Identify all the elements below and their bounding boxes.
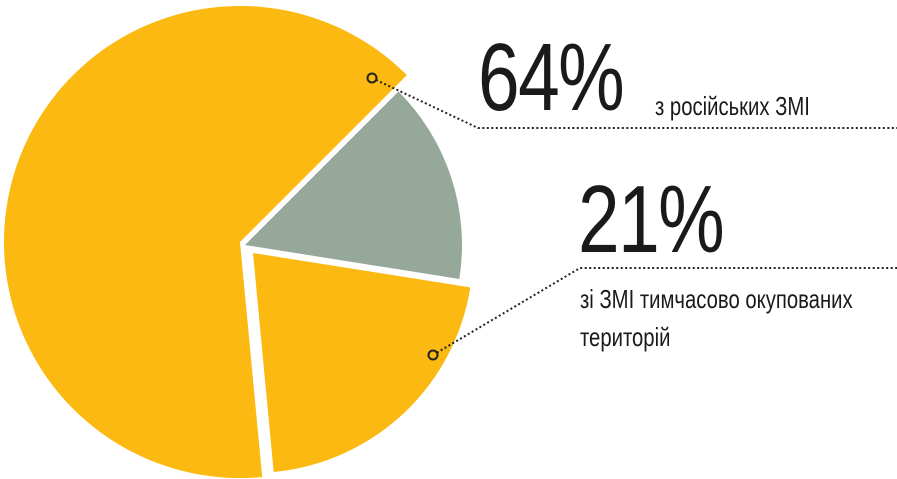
- value-label: 21%: [578, 166, 725, 273]
- category-label: зі ЗМІ тимчасово окупованих територій: [580, 284, 853, 352]
- leader-dot: [366, 72, 378, 84]
- pie-slice: [4, 6, 407, 479]
- leader-dot: [427, 349, 439, 361]
- leader-line: [371, 77, 897, 129]
- category-label: з російських ЗМІ: [655, 91, 810, 121]
- value-label: 64%: [478, 24, 625, 131]
- pie-slice: [245, 91, 462, 279]
- pie-slice: [253, 253, 471, 473]
